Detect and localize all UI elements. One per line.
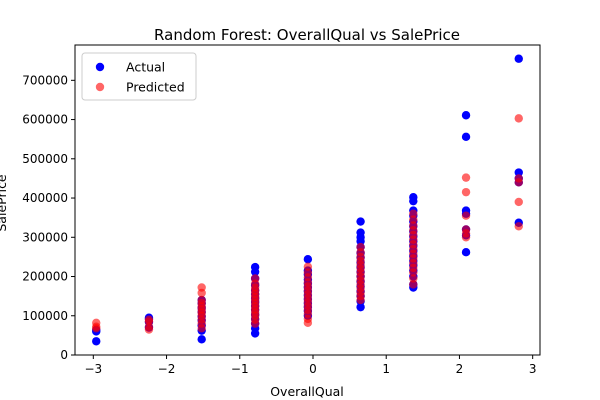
point-predicted [514,174,523,183]
axes: −3 −2 −1 0 1 2 3 0 100000 200000 300000 400000 50000… [22,44,541,376]
point-predicted [92,318,101,328]
point-predicted [250,274,260,283]
plot-frame [74,44,541,356]
legend-marker-predicted [95,82,105,92]
point-predicted [461,225,471,234]
x-tick-label: −3 [84,362,102,376]
point-predicted [356,242,365,252]
y-tick-label: 0 [60,348,68,362]
point-predicted [409,221,418,230]
series-predicted [92,114,523,334]
point-actual [356,302,365,312]
point-predicted [514,222,523,231]
point-predicted [461,173,471,182]
y-tick-label: 100000 [22,309,68,323]
point-predicted [514,197,523,207]
point-actual [514,168,523,177]
point-actual [356,228,365,237]
point-predicted [409,209,418,218]
y-axis-title: SalePrice [0,174,9,232]
point-predicted [303,268,313,277]
point-predicted [409,274,418,283]
point-actual [356,217,365,226]
point-predicted [144,315,154,324]
point-actual [514,54,523,63]
x-tick-label: 3 [529,362,537,376]
point-actual [461,132,471,142]
legend-label-predicted: Predicted [126,80,185,95]
point-predicted [461,211,471,220]
x-tick-label: 1 [382,362,390,376]
x-tick-label: −2 [158,362,176,376]
y-tick-label: 600000 [22,113,68,127]
y-tick-label: 200000 [22,270,68,284]
y-tick-label: 500000 [22,152,68,166]
point-predicted [197,295,206,305]
point-actual [197,335,206,344]
x-tick-label: 0 [309,362,317,376]
x-tick-label: −1 [231,362,249,376]
y-tick-label: 300000 [22,230,68,244]
x-tick-label: 2 [456,362,464,376]
point-predicted [303,262,313,271]
point-predicted [409,280,418,289]
point-actual [461,247,471,257]
legend-label-actual: Actual [126,60,165,75]
legend-box [81,52,197,101]
point-predicted [409,215,418,224]
chart-title: Random Forest: OverallQual vs SalePrice [154,26,460,44]
point-actual [250,262,260,272]
point-predicted [461,187,471,197]
legend: Actual Predicted [81,52,197,101]
point-actual [303,255,313,264]
point-predicted [514,114,523,123]
point-actual [461,111,471,120]
point-actual [409,193,418,202]
point-actual [92,337,101,346]
legend-marker-actual [95,62,105,72]
x-axis-title: OverallQual [270,384,344,399]
y-tick-label: 400000 [22,191,68,205]
plot-marks [92,54,523,346]
y-tick-label: 700000 [22,73,68,87]
point-predicted [197,283,206,292]
